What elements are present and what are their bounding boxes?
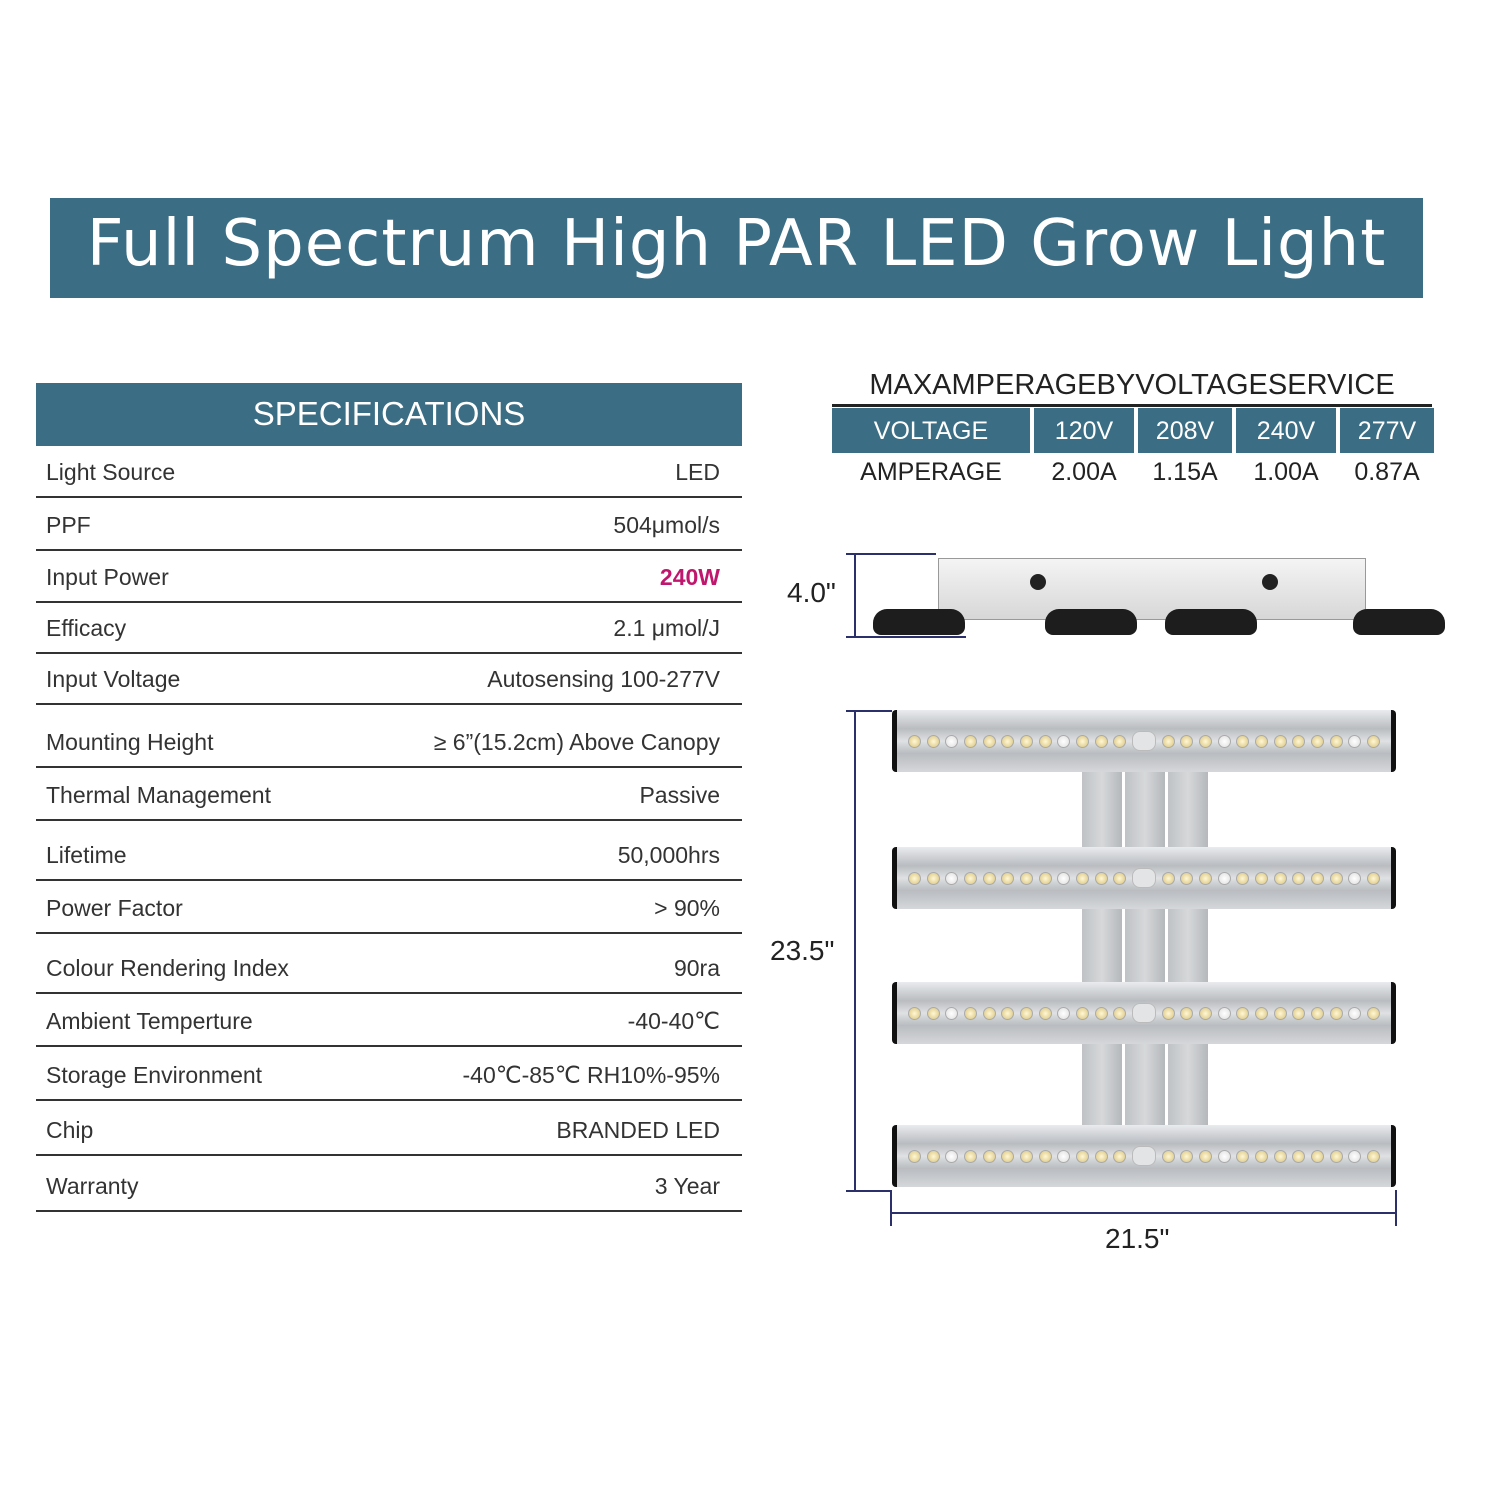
- spec-row: Colour Rendering Index 90ra: [36, 934, 742, 994]
- spec-label: Colour Rendering Index: [46, 955, 289, 981]
- spec-label: Light Source: [46, 459, 176, 485]
- spec-value: Autosensing 100-277V: [487, 666, 720, 692]
- side-height-label: 4.0": [787, 577, 836, 608]
- width-label: 21.5": [1105, 1223, 1170, 1254]
- amperage-cell: 2.00A: [1051, 458, 1117, 486]
- spec-value: LED: [675, 459, 720, 485]
- spec-row: Mounting Height ≥ 6”(15.2cm) Above Canopy: [36, 705, 742, 768]
- page-title: Full Spectrum High PAR LED Grow Light: [50, 198, 1423, 298]
- spec-label: Input Power: [46, 564, 169, 590]
- specifications-header: SPECIFICATIONS: [36, 383, 742, 446]
- voltage-header: 277V: [1340, 408, 1434, 453]
- spec-value: Passive: [639, 782, 720, 808]
- amperage-cell: AMPERAGE: [860, 458, 1002, 486]
- spec-row: Thermal Management Passive: [36, 768, 742, 821]
- spec-value: 90ra: [673, 955, 720, 981]
- led-bar: [892, 982, 1396, 1044]
- spec-label: Storage Environment: [46, 1062, 263, 1088]
- spec-label: Efficacy: [46, 615, 127, 641]
- spec-row: Input Voltage Autosensing 100-277V: [36, 654, 742, 705]
- front-height-label: 23.5": [770, 935, 835, 966]
- amperage-table: VOLTAGE AMPERAGE 120V 2.00A 208V 1.15A 240V 1.0…: [832, 408, 1434, 489]
- spec-label: Power Factor: [46, 895, 183, 921]
- spec-value: -40-40℃: [627, 1008, 720, 1034]
- amperage-title: MAXAMPERAGEBYVOLTAGESERVICE: [832, 366, 1432, 407]
- amperage-cell: 1.15A: [1152, 458, 1218, 486]
- spec-label: Warranty: [46, 1173, 139, 1199]
- spec-row: Power Factor > 90%: [36, 881, 742, 934]
- voltage-header: 240V: [1236, 408, 1336, 453]
- voltage-header: VOLTAGE: [832, 408, 1030, 453]
- spec-row: Ambient Temperture -40-40℃: [36, 994, 742, 1047]
- led-bar: [892, 710, 1396, 772]
- spec-value: -40℃-85℃ RH10%-95%: [462, 1062, 720, 1088]
- spec-label: Input Voltage: [46, 666, 181, 692]
- spec-row: Lifetime 50,000hrs: [36, 821, 742, 881]
- spec-row: Efficacy 2.1 μmol/J: [36, 603, 742, 654]
- voltage-header: 208V: [1138, 408, 1232, 453]
- spec-value: 240W: [659, 564, 720, 590]
- spec-value: 50,000hrs: [617, 842, 720, 868]
- spec-label: PPF: [46, 512, 91, 538]
- spec-value: > 90%: [654, 895, 720, 921]
- spec-label: Mounting Height: [46, 729, 214, 755]
- spec-label: Lifetime: [46, 842, 127, 868]
- amperage-cell: 0.87A: [1354, 458, 1420, 486]
- spec-row: Storage Environment -40℃-85℃ RH10%-95%: [36, 1047, 742, 1101]
- led-bar: [892, 847, 1396, 909]
- led-bar: [892, 1125, 1396, 1187]
- spec-value: 504μmol/s: [613, 512, 720, 538]
- spec-value: 3 Year: [654, 1173, 720, 1199]
- spec-row: Chip BRANDED LED: [36, 1101, 742, 1156]
- spec-row: PPF 504μmol/s: [36, 498, 742, 551]
- spec-row: Light Source LED: [36, 446, 742, 498]
- spec-label: Ambient Temperture: [46, 1008, 253, 1034]
- spec-value: ≥ 6”(15.2cm) Above Canopy: [433, 729, 720, 755]
- spec-label: Thermal Management: [46, 782, 271, 808]
- spec-label: Chip: [46, 1117, 94, 1143]
- voltage-header: 120V: [1034, 408, 1134, 453]
- spec-row: Input Power 240W: [36, 551, 742, 603]
- spec-value: 2.1 μmol/J: [613, 615, 720, 641]
- spec-row: Warranty 3 Year: [36, 1156, 742, 1212]
- spec-value: BRANDED LED: [556, 1117, 720, 1143]
- amperage-cell: 1.00A: [1253, 458, 1319, 486]
